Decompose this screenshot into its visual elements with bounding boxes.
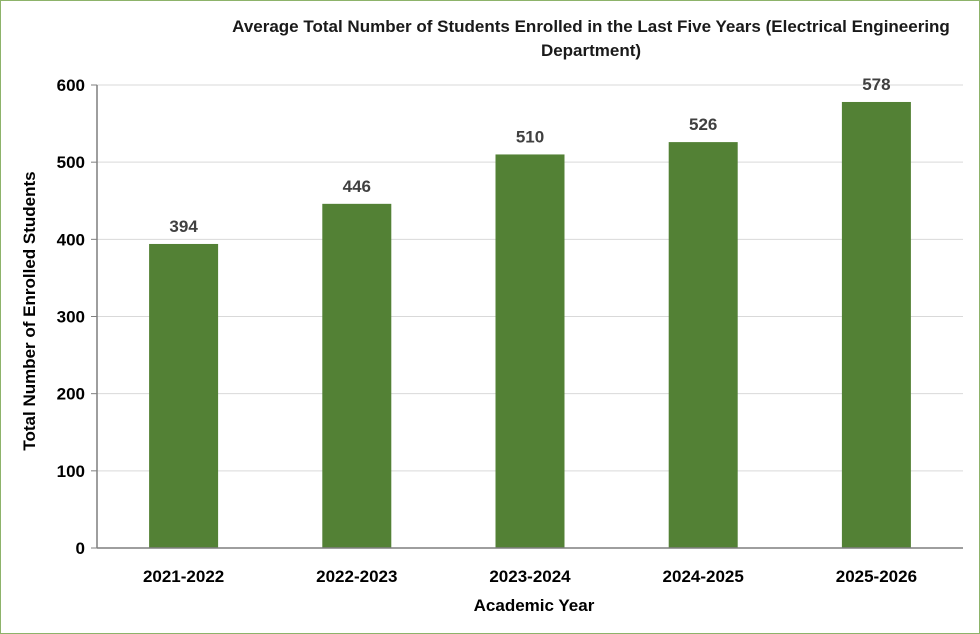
y-tick-label: 100 (57, 462, 85, 481)
x-tick-labels: 2021-2022 2022-2023 2023-2024 2024-2025 2025… (143, 567, 917, 586)
x-tick-label-2023-2024: 2023-2024 (489, 567, 571, 586)
data-label-2021-2022: 394 (169, 217, 198, 236)
bar-2025-2026 (841, 101, 911, 548)
x-tick-label-2025-2026: 2025-2026 (836, 567, 917, 586)
bar-2023-2024 (495, 154, 565, 548)
y-axis-title: Total Number of Enrolled Students (20, 171, 39, 450)
y-tick-label: 200 (57, 385, 85, 404)
bar-2022-2023 (322, 203, 392, 548)
y-tick-label: 400 (57, 230, 85, 249)
y-tick-label: 600 (57, 76, 85, 95)
data-labels: 394 446 510 526 578 (169, 75, 890, 236)
x-tick-label-2021-2022: 2021-2022 (143, 567, 224, 586)
data-label-2023-2024: 510 (516, 127, 544, 146)
y-tick-label: 0 (76, 539, 85, 558)
y-tick-label: 500 (57, 153, 85, 172)
axes (91, 84, 963, 549)
x-axis-title: Academic Year (474, 596, 595, 615)
bar-2021-2022 (149, 243, 219, 549)
x-tick-label-2024-2025: 2024-2025 (663, 567, 744, 586)
y-tick-labels: 0 100 200 300 400 500 600 (57, 76, 85, 558)
chart-title-line-2: Department) (541, 41, 641, 60)
x-tick-label-2022-2023: 2022-2023 (316, 567, 397, 586)
bar-2024-2025 (668, 142, 738, 548)
bars (149, 101, 911, 549)
data-label-2025-2026: 578 (862, 75, 890, 94)
chart-title-line-1: Average Total Number of Students Enrolle… (232, 17, 950, 36)
y-tick-label: 300 (57, 308, 85, 327)
data-label-2022-2023: 446 (343, 177, 371, 196)
data-label-2024-2025: 526 (689, 115, 717, 134)
